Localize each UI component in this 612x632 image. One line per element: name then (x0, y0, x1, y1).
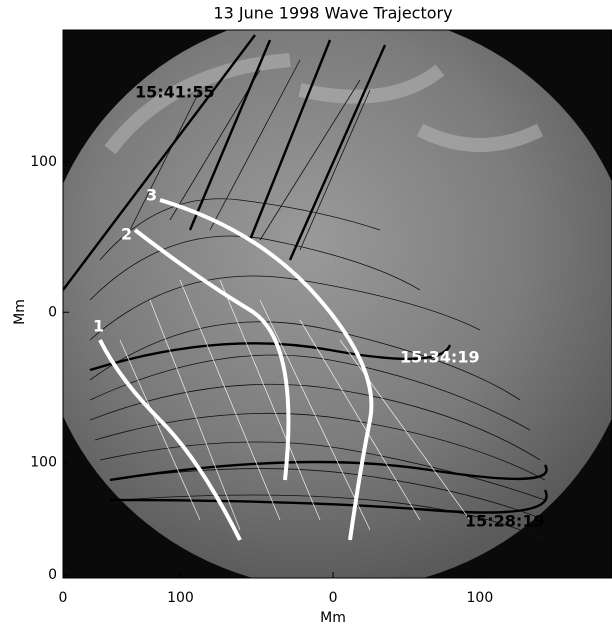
chart-title: 13 June 1998 Wave Trajectory (213, 4, 452, 23)
rays (119, 279, 471, 531)
annotation: 3 (146, 186, 157, 205)
plot-frame (62, 29, 612, 579)
annotation: 1 (93, 317, 104, 336)
x-tick-label: 100 (167, 590, 194, 606)
y-tick-label: 100 (30, 454, 57, 470)
bright-loops (104, 53, 544, 155)
x-tick-label: 0 (59, 590, 68, 606)
x-tick-label: 0 (329, 590, 338, 606)
wavefront-bold (63, 34, 548, 514)
y-tick-label: 0 (48, 567, 57, 583)
image (63, 30, 612, 578)
wavefronts (89, 59, 546, 541)
y-tick-label: 0 (48, 304, 57, 320)
x-tick-label: 100 (467, 590, 494, 606)
y-tick-label: 100 (30, 154, 57, 170)
annotation: 15:41:55 (135, 83, 215, 102)
y-axis-label: Mm (12, 299, 28, 325)
trajectories (98, 198, 374, 541)
annotation: 15:34:19 (400, 348, 480, 367)
x-axis-label: Mm (320, 610, 346, 626)
annotation: 2 (121, 225, 132, 244)
solar-disk (63, 30, 612, 578)
annotation: 15:28:19 (465, 512, 545, 531)
